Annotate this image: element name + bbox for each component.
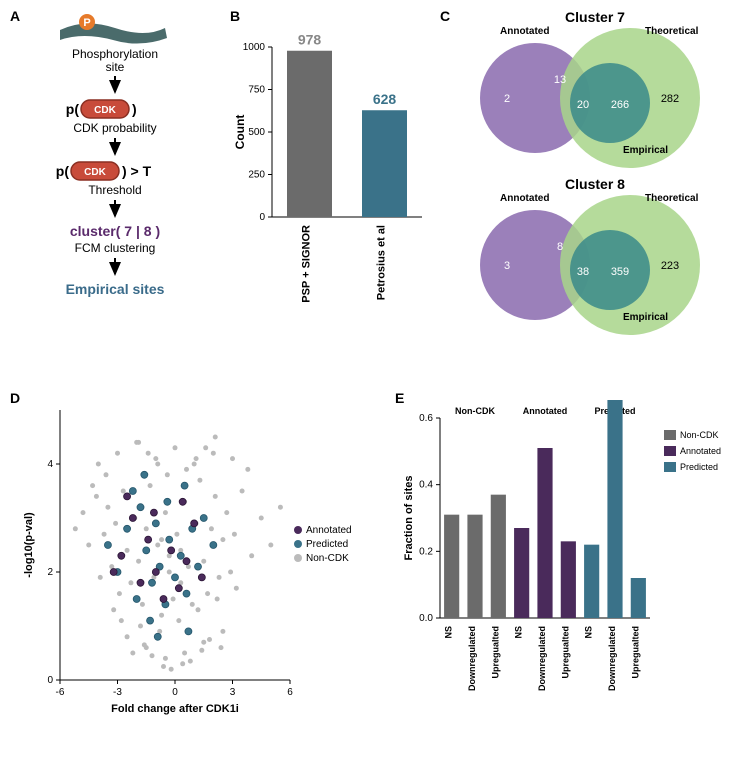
svg-text:Count: Count [233,115,247,150]
cluster-text: cluster( 7 | 8 ) [70,223,160,239]
svg-text:NS: NS [444,626,454,639]
svg-text:Non-CDK: Non-CDK [680,430,719,440]
svg-text:Fold change after CDK1i: Fold change after CDK1i [111,703,239,715]
svg-text:Annotated: Annotated [500,193,549,204]
svg-text:282: 282 [661,93,679,105]
svg-text:250: 250 [248,170,265,181]
svg-text:Empirical: Empirical [623,145,668,156]
svg-text:Annotated: Annotated [500,26,549,37]
svg-text:Predicted: Predicted [680,462,718,472]
svg-text:Upregualted: Upregualted [560,626,570,679]
empirical-text: Empirical sites [66,281,165,297]
svg-text:20: 20 [577,99,589,111]
svg-text:223: 223 [661,260,679,272]
svg-text:Empirical: Empirical [623,312,668,323]
thresh-prefix: p( [56,163,70,179]
svg-text:2: 2 [504,93,510,105]
svg-text:Non-CDK: Non-CDK [306,553,349,564]
svg-text:0.2: 0.2 [419,546,433,557]
svg-text:0.4: 0.4 [419,480,433,491]
svg-text:0.0: 0.0 [419,613,433,624]
svg-text:Theoretical: Theoretical [645,26,699,37]
svg-text:Petrosius et al: Petrosius et al [376,225,388,300]
svg-text:3: 3 [504,260,510,272]
svg-text:1000: 1000 [243,42,266,53]
svg-text:Upregualted: Upregualted [490,626,500,679]
svg-text:Cluster 8: Cluster 8 [565,176,625,192]
panel-a-flowchart: P Phosphorylationsite p( CDK ) CDK proba… [25,10,205,340]
svg-text:Downregulated: Downregulated [537,626,547,691]
prob-prefix: p( [66,101,80,117]
svg-text:3: 3 [230,687,236,698]
svg-text:0: 0 [47,675,53,686]
svg-text:359: 359 [611,266,629,278]
svg-text:Downregulated: Downregulated [467,626,477,691]
svg-text:2: 2 [47,567,53,578]
svg-text:38: 38 [577,266,589,278]
svg-text:-3: -3 [113,687,122,698]
panel-d-label: D [10,390,20,406]
svg-text:266: 266 [611,99,629,111]
svg-text:Annotated: Annotated [523,406,568,416]
svg-text:-log10(p-val): -log10(p-val) [23,512,35,578]
svg-text:NS: NS [584,626,594,639]
thresh-caption: Threshold [88,183,141,197]
svg-text:PSP + SIGNOR: PSP + SIGNOR [301,225,313,302]
svg-text:Annotated: Annotated [306,525,352,536]
panel-b-chart: 0 250 500 750 1000 978 PSP + SIGNOR 628 Petrosiu… [232,22,422,302]
svg-text:0: 0 [259,212,265,223]
svg-text:0: 0 [172,687,178,698]
svg-text:4: 4 [47,459,53,470]
svg-text:Cluster 7: Cluster 7 [565,10,625,25]
prob-caption: CDK probability [73,121,156,135]
cdk-text-1: CDK [94,105,116,116]
svg-text:500: 500 [248,127,265,138]
svg-text:628: 628 [373,91,397,107]
svg-text:NS: NS [514,626,524,639]
svg-text:Upregualted: Upregualted [630,626,640,679]
svg-text:Fraction of sites: Fraction of sites [403,476,415,561]
cdk-text-2: CDK [84,167,106,178]
site-caption1: Phosphorylationsite [72,47,158,74]
svg-text:Predicted: Predicted [306,539,348,550]
phospho-p: P [83,17,90,29]
svg-text:8: 8 [557,241,563,253]
prob-suffix: ) [132,101,137,117]
svg-text:0.6: 0.6 [419,413,433,424]
svg-text:Theoretical: Theoretical [645,193,699,204]
svg-text:Non-CDK: Non-CDK [455,406,495,416]
svg-text:6: 6 [287,687,293,698]
protein-shape [60,23,167,43]
svg-text:978: 978 [298,32,322,48]
svg-text:Annotated: Annotated [680,446,721,456]
svg-text:Downregulated: Downregulated [607,626,617,691]
panel-d-scatter: -6 -3 0 3 6 0 2 4 Fold change after CDK1i -log10(… [20,400,380,740]
svg-text:-6: -6 [56,687,65,698]
thresh-suffix: ) > T [122,163,152,179]
panel-c-venn: Cluster 7 Annotated Theoretical Empirical 2 1… [445,10,745,340]
svg-text:13: 13 [554,74,566,86]
cluster-caption: FCM clustering [75,241,156,255]
panel-a-label: A [10,8,20,24]
panel-e-bars: 0.0 0.2 0.4 0.6 Non-CDK NS Downregulated Upregu… [400,400,740,740]
svg-text:750: 750 [248,85,265,96]
